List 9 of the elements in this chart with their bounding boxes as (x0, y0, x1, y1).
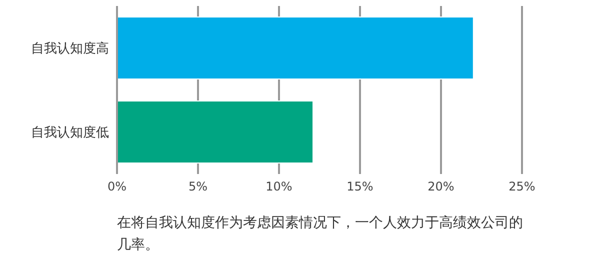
text: 在将自我认知度作为考虑因素情况下，一个人效力于高绩效公司的几率。 (117, 214, 524, 255)
y-tick-label: 自我认知度低 (31, 124, 109, 141)
x-tick-label: 15% (346, 180, 374, 194)
x-tick-label: 0% (107, 180, 127, 194)
x-tick-label: 5% (188, 180, 208, 194)
x-tick-label: 10% (266, 180, 292, 194)
x-tick-label: 20% (428, 180, 454, 194)
x-tick-label: 25% (508, 180, 536, 194)
y-tick-label: 自我认知度高 (31, 40, 109, 57)
